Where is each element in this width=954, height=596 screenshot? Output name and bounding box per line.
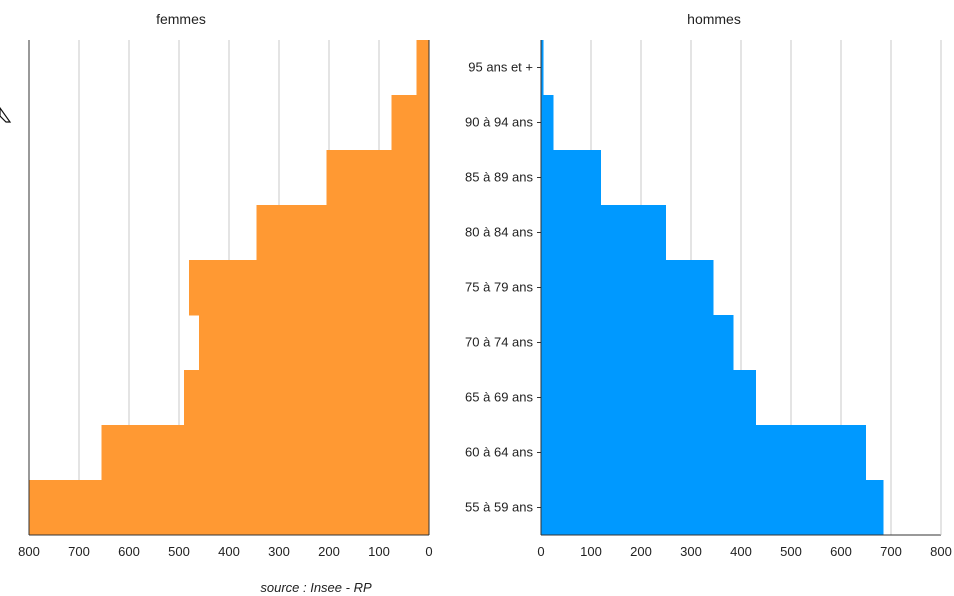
bar-femmes — [101, 425, 429, 481]
left-tick-labels: 0 100 200 300 400 500 600 700 800 — [18, 544, 432, 559]
bar-femmes — [189, 260, 429, 316]
x-tick-label: 500 — [168, 544, 190, 559]
bar-hommes — [541, 425, 866, 481]
age-group-labels: 55 à 59 ans 60 à 64 ans 65 à 69 ans 70 à 74… — [465, 60, 541, 515]
x-tick-label: 200 — [318, 544, 340, 559]
source-note: source : Insee - RP — [260, 580, 372, 595]
x-tick-label: 600 — [118, 544, 140, 559]
hommes-panel-title: hommes — [687, 11, 741, 27]
x-tick-label: 0 — [537, 544, 544, 559]
age-group-label: 85 à 89 ans — [465, 170, 533, 185]
x-tick-label: 200 — [630, 544, 652, 559]
x-tick-label: 400 — [730, 544, 752, 559]
age-group-label: 95 ans et + — [468, 60, 533, 75]
bar-femmes — [256, 205, 429, 261]
bar-femmes — [29, 480, 429, 536]
hommes-bars — [541, 40, 884, 536]
x-tick-label: 700 — [880, 544, 902, 559]
x-tick-label: 800 — [18, 544, 40, 559]
x-tick-label: 100 — [368, 544, 390, 559]
bar-femmes — [184, 370, 429, 426]
age-group-label: 80 à 84 ans — [465, 225, 533, 240]
bar-hommes — [541, 205, 666, 261]
age-group-label: 75 à 79 ans — [465, 280, 533, 295]
bar-femmes — [326, 150, 429, 206]
bar-femmes — [416, 40, 429, 96]
x-tick-label: 600 — [830, 544, 852, 559]
x-tick-label: 800 — [930, 544, 952, 559]
bar-hommes — [541, 480, 884, 536]
x-tick-label: 0 — [425, 544, 432, 559]
bar-hommes — [541, 40, 544, 96]
age-group-label: 55 à 59 ans — [465, 500, 533, 515]
right-tick-labels: 0 100 200 300 400 500 600 700 800 — [537, 544, 951, 559]
x-tick-label: 500 — [780, 544, 802, 559]
femmes-panel-title: femmes — [156, 11, 206, 27]
bar-hommes — [541, 260, 714, 316]
x-tick-label: 300 — [680, 544, 702, 559]
bar-femmes — [199, 315, 429, 371]
bar-femmes — [391, 95, 429, 151]
bar-hommes — [541, 150, 601, 206]
age-group-label: 60 à 64 ans — [465, 445, 533, 460]
cursor-arrow-icon — [0, 106, 12, 123]
x-tick-label: 400 — [218, 544, 240, 559]
x-tick-label: 100 — [580, 544, 602, 559]
age-group-label: 70 à 74 ans — [465, 335, 533, 350]
x-tick-label: 700 — [68, 544, 90, 559]
bar-hommes — [541, 315, 734, 371]
age-group-label: 90 à 94 ans — [465, 115, 533, 130]
x-tick-label: 300 — [268, 544, 290, 559]
bar-hommes — [541, 95, 554, 151]
age-group-label: 65 à 69 ans — [465, 390, 533, 405]
bar-hommes — [541, 370, 756, 426]
femmes-bars — [29, 40, 429, 536]
